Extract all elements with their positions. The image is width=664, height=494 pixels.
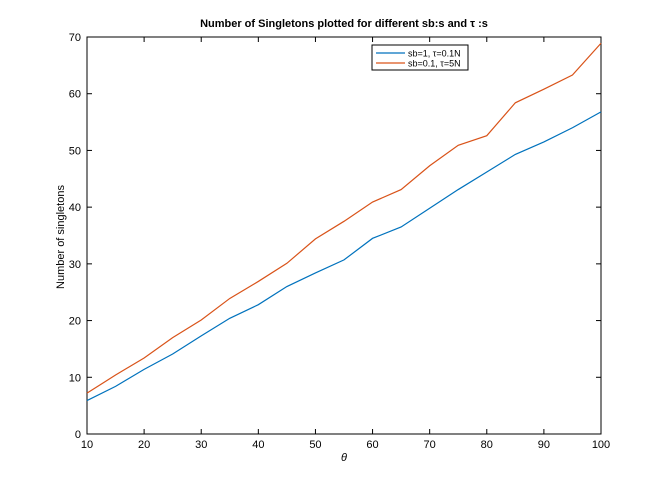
y-tick-label: 70	[69, 32, 81, 44]
x-tick-label: 50	[309, 439, 321, 451]
x-tick-label: 70	[424, 439, 436, 451]
legend-label-1: sb=1, τ=0.1N	[408, 49, 461, 59]
x-axis-label: θ	[341, 452, 347, 464]
x-tick-label: 40	[252, 439, 264, 451]
series-line-1	[86, 111, 602, 402]
y-tick-label: 0	[75, 429, 81, 441]
y-tick-label: 20	[69, 316, 81, 328]
x-tick-label: 10	[81, 439, 93, 451]
y-tick-label: 30	[69, 259, 81, 271]
x-tick-label: 30	[195, 439, 207, 451]
x-tick-label: 20	[138, 439, 150, 451]
x-tick-label: 100	[592, 439, 610, 451]
legend-label-2: sb=0.1, τ=5N	[408, 59, 461, 69]
axes-box	[86, 36, 602, 435]
y-axis-label: Number of singletons	[55, 185, 67, 289]
x-tick-label: 80	[481, 439, 493, 451]
series-line-2	[86, 42, 602, 394]
y-tick-label: 60	[69, 89, 81, 101]
y-tick-label: 10	[69, 372, 81, 384]
y-tick-label: 40	[69, 202, 81, 214]
x-tick-label: 90	[538, 439, 550, 451]
legend-box	[371, 44, 469, 71]
y-tick-label: 50	[69, 145, 81, 157]
chart-title: Number of Singletons plotted for differe…	[200, 18, 488, 30]
x-tick-label: 60	[366, 439, 378, 451]
